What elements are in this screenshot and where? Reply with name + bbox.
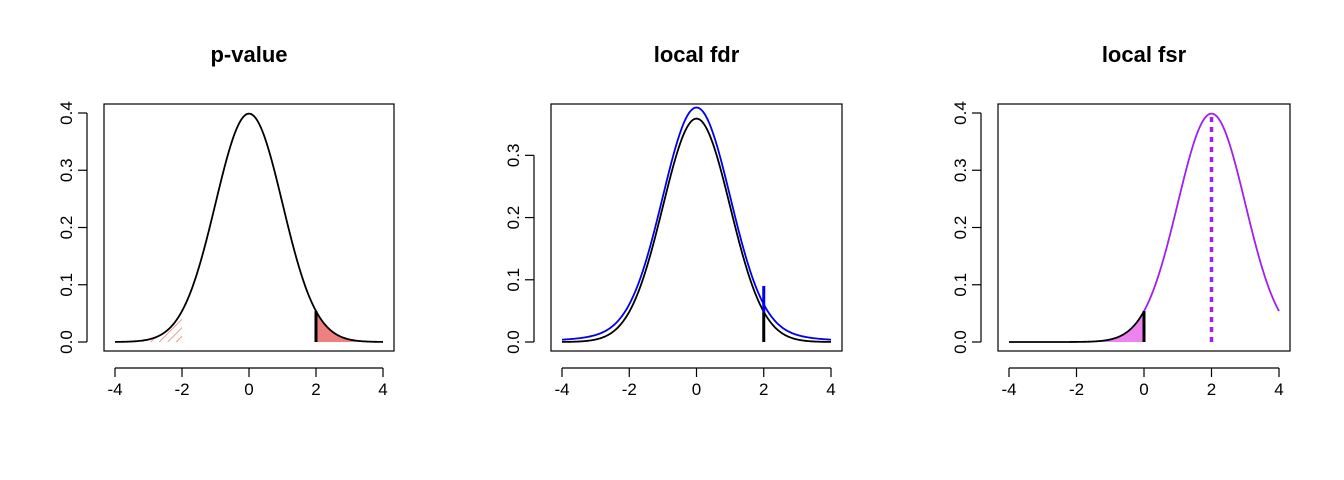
x-tick-label: -4 (554, 380, 569, 399)
x-tick-label: 4 (378, 380, 387, 399)
panel-0: p-value -4 -2 0 2 4 0.0 0.1 0.2 0.3 0.4 (57, 42, 395, 399)
y-tick-label: 0.1 (57, 273, 76, 297)
y-tick-label: 0.3 (57, 158, 76, 182)
x-tick-label: -2 (1069, 380, 1084, 399)
y-tick-label: 0.2 (57, 216, 76, 240)
y-tick-label: 0.1 (504, 268, 523, 292)
y-tick-label: 0.0 (951, 330, 970, 354)
x-tick-label: -4 (107, 380, 122, 399)
x-tick-label: 0 (1139, 380, 1148, 399)
y-tick-label: 0.4 (57, 101, 76, 125)
plot-frame (103, 103, 395, 352)
x-tick-label: -4 (1001, 380, 1016, 399)
series-line-0 (561, 117, 832, 343)
x-tick-label: 4 (826, 380, 835, 399)
series-line-0 (1143, 112, 1280, 312)
series-line-1 (561, 106, 832, 341)
x-tick-label: 0 (692, 380, 701, 399)
shaded-region-1 (316, 311, 383, 342)
series-line-1 (1009, 310, 1145, 343)
x-tick-label: 0 (244, 380, 253, 399)
x-tick-label: 2 (759, 380, 768, 399)
y-tick-label: 0.2 (951, 216, 970, 240)
y-tick-label: 0.0 (57, 330, 76, 354)
x-tick-label: 2 (311, 380, 320, 399)
y-tick-label: 0.4 (951, 101, 970, 125)
y-tick-label: 0.3 (504, 144, 523, 168)
shaded-region-0 (115, 311, 182, 342)
plot-frame (997, 103, 1291, 352)
panel-1: local fdr -4 -2 0 2 4 0.0 0.1 0.2 0.3 (504, 42, 843, 399)
y-tick-label: 0.0 (504, 330, 523, 354)
chart-title: p-value (210, 42, 287, 67)
chart-title: local fdr (654, 42, 740, 67)
x-tick-label: -2 (622, 380, 637, 399)
panel-2: local fsr -4 -2 0 2 4 0.0 0.1 0.2 0.3 0.4 (951, 42, 1291, 399)
x-tick-label: -2 (174, 380, 189, 399)
series-line-0 (114, 112, 384, 343)
y-tick-label: 0.3 (951, 158, 970, 182)
x-tick-label: 4 (1274, 380, 1283, 399)
x-tick-label: 2 (1207, 380, 1216, 399)
plot-frame (550, 103, 843, 352)
y-tick-label: 0.1 (951, 273, 970, 297)
chart-title: local fsr (1102, 42, 1187, 67)
shaded-region-0 (1009, 311, 1144, 342)
y-tick-label: 0.2 (504, 206, 523, 230)
